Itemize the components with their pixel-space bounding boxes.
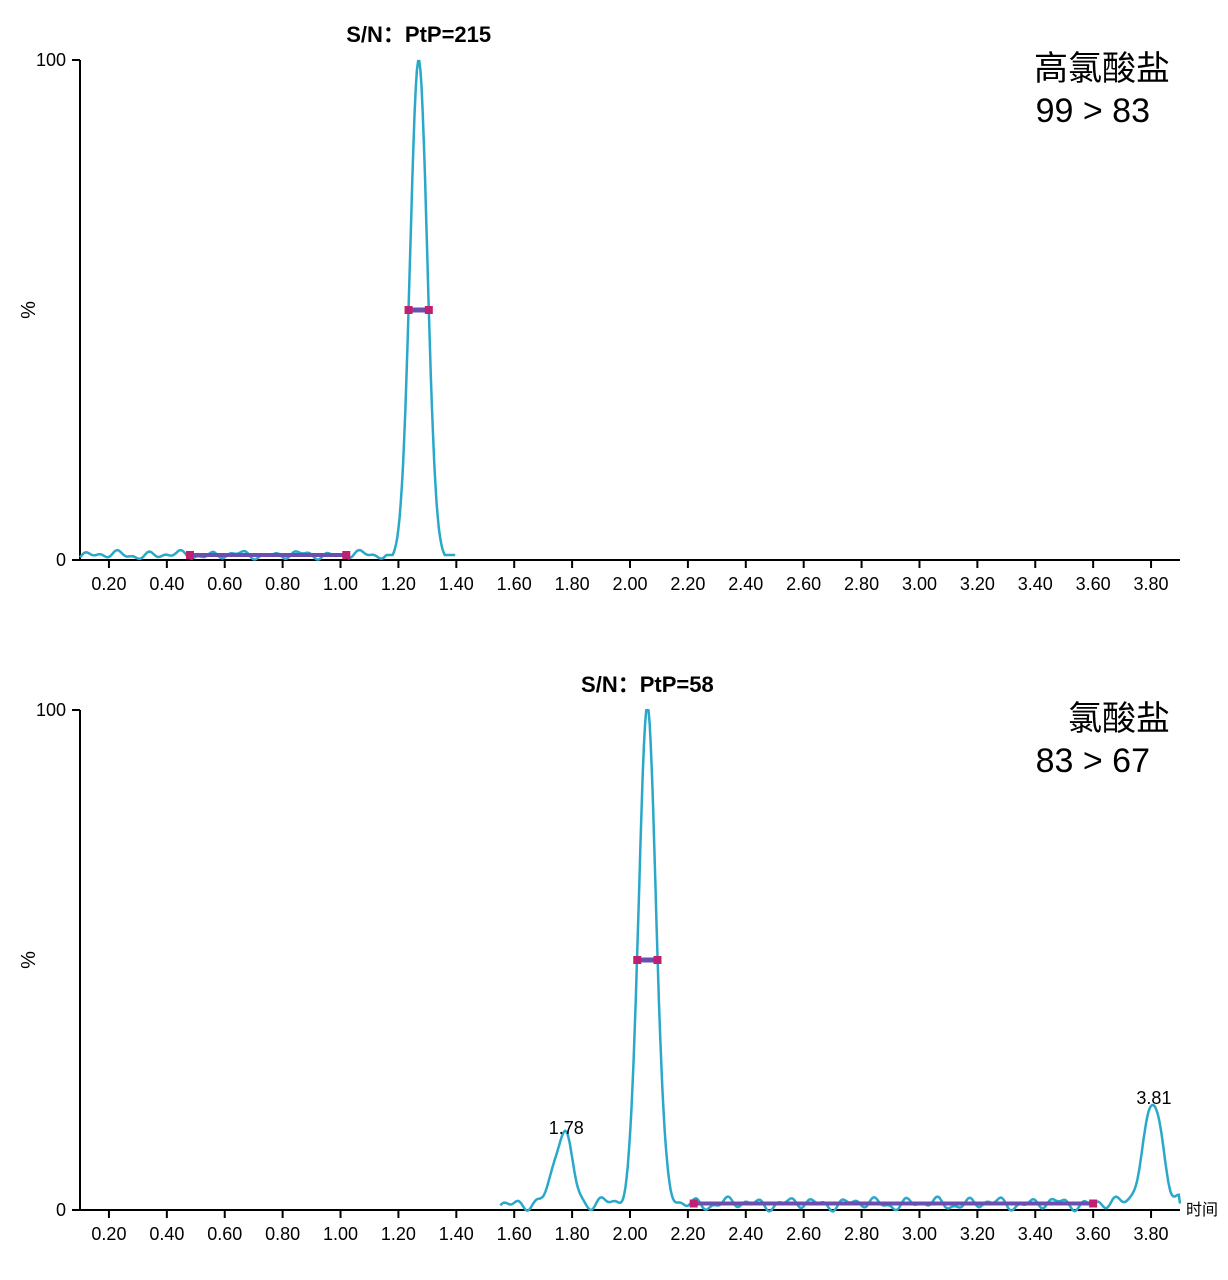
sn-label: S/N：PtP=215 <box>346 22 491 47</box>
x-tick-label: 3.60 <box>1076 574 1111 594</box>
x-tick-label: 0.80 <box>265 1224 300 1244</box>
x-tick-label: 1.40 <box>439 1224 474 1244</box>
mass-transition: 83 > 67 <box>1036 742 1150 780</box>
sn-label: S/N：PtP=58 <box>581 672 714 697</box>
x-tick-label: 3.80 <box>1134 1224 1169 1244</box>
x-tick-label: 3.20 <box>960 574 995 594</box>
y-tick-label: 100 <box>36 50 66 70</box>
page-root: 0 100% 0.20 0.40 0.60 0.80 1.00 1.20 1.40 1.60 1.8… <box>0 0 1228 1280</box>
x-tick-label: 1.00 <box>323 1224 358 1244</box>
peak-annotation: 1.78 <box>549 1118 584 1138</box>
x-axis-label: 时间 <box>1186 1201 1218 1219</box>
x-tick-label: 2.80 <box>844 574 879 594</box>
x-tick-label: 3.40 <box>1018 1224 1053 1244</box>
x-tick-label: 2.60 <box>786 574 821 594</box>
x-tick-label: 3.00 <box>902 1224 937 1244</box>
x-tick-label: 1.80 <box>555 574 590 594</box>
x-tick-label: 2.00 <box>612 574 647 594</box>
x-tick-label: 0.20 <box>91 574 126 594</box>
x-tick-label: 3.80 <box>1134 574 1169 594</box>
x-tick-label: 2.80 <box>844 1224 879 1244</box>
x-tick-label: 1.20 <box>381 574 416 594</box>
x-tick-label: 2.20 <box>670 574 705 594</box>
mass-transition: 99 > 83 <box>1036 92 1150 130</box>
chromatogram-svg: 0 100% 0.20 0.40 0.60 0.80 1.00 1.20 1.40 1.60 1.8… <box>0 10 1228 620</box>
x-tick-label: 0.80 <box>265 574 300 594</box>
x-tick-label: 1.60 <box>497 574 532 594</box>
compound-name: 氯酸盐 <box>1068 700 1170 738</box>
x-tick-label: 0.40 <box>149 574 184 594</box>
y-tick-label: 100 <box>36 700 66 720</box>
chromatogram-trace <box>80 61 1180 559</box>
x-tick-label: 3.40 <box>1018 574 1053 594</box>
y-tick-label: 0 <box>56 1200 66 1220</box>
x-tick-label: 3.00 <box>902 574 937 594</box>
x-tick-label: 0.20 <box>91 1224 126 1244</box>
x-tick-label: 1.20 <box>381 1224 416 1244</box>
x-tick-label: 1.40 <box>439 574 474 594</box>
x-tick-label: 2.60 <box>786 1224 821 1244</box>
chromatogram-panel-top: 0 100% 0.20 0.40 0.60 0.80 1.00 1.20 1.40 1.60 1.8… <box>0 10 1228 620</box>
axis <box>80 60 1180 560</box>
x-tick-label: 0.40 <box>149 1224 184 1244</box>
x-tick-label: 1.80 <box>555 1224 590 1244</box>
compound-name: 高氯酸盐 <box>1034 50 1170 88</box>
x-tick-label: 0.60 <box>207 574 242 594</box>
chromatogram-panel-bottom: 0 100% 0.20 0.40 0.60 0.80 1.00 1.20 1.40 1.60 1.8… <box>0 660 1228 1270</box>
x-tick-label: 2.20 <box>670 1224 705 1244</box>
x-tick-label: 2.00 <box>612 1224 647 1244</box>
x-tick-label: 1.00 <box>323 574 358 594</box>
x-tick-label: 2.40 <box>728 1224 763 1244</box>
y-axis-label: % <box>18 951 40 969</box>
chromatogram-svg: 0 100% 0.20 0.40 0.60 0.80 1.00 1.20 1.40 1.60 1.8… <box>0 660 1228 1270</box>
x-tick-label: 2.40 <box>728 574 763 594</box>
y-axis-label: % <box>18 301 40 319</box>
x-tick-label: 3.20 <box>960 1224 995 1244</box>
x-tick-label: 1.60 <box>497 1224 532 1244</box>
chromatogram-trace <box>500 710 1180 1211</box>
x-tick-label: 3.60 <box>1076 1224 1111 1244</box>
y-tick-label: 0 <box>56 550 66 570</box>
x-tick-label: 0.60 <box>207 1224 242 1244</box>
peak-annotation: 3.81 <box>1136 1088 1171 1108</box>
